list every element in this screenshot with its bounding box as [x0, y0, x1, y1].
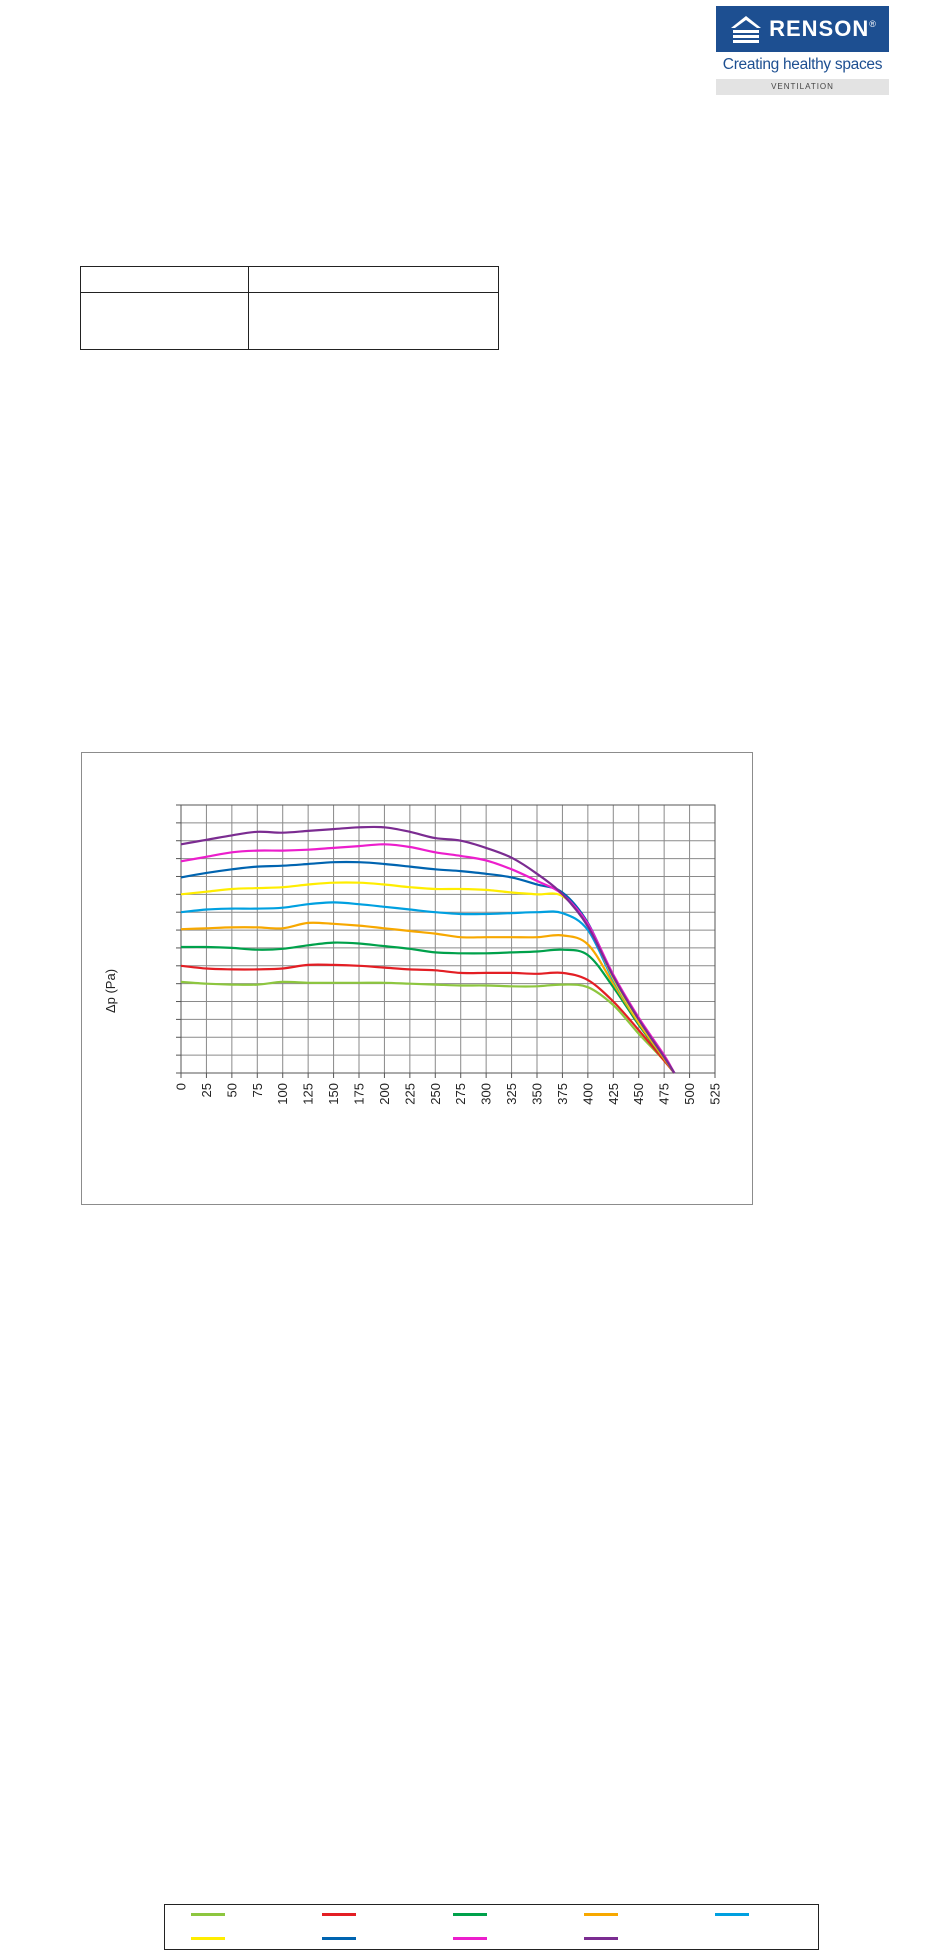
chart-series	[180, 825, 676, 1074]
series-line-8	[180, 843, 676, 1074]
x-tick-label: 500	[682, 1083, 697, 1105]
series-line-9	[180, 825, 676, 1074]
legend-item	[191, 1937, 225, 1940]
pressure-flow-chart: 0 25 50 75 100 125 150 175 200 225 250 275 300 325 350…	[103, 804, 723, 1105]
x-tick-label: 25	[199, 1083, 214, 1097]
series-line-4	[180, 921, 676, 1074]
x-tick-label: 475	[657, 1083, 672, 1105]
x-tick-label: 225	[402, 1083, 417, 1105]
legend-swatch	[584, 1937, 618, 1940]
x-tick-label: 200	[377, 1083, 392, 1105]
x-tick-label: 100	[275, 1083, 290, 1105]
chart-frame: 0 25 50 75 100 125 150 175 200 225 250 275 300 325 350…	[81, 752, 819, 1950]
x-tick-label: 525	[708, 1083, 723, 1105]
legend-item	[584, 1913, 618, 1916]
legend-swatch	[191, 1937, 225, 1940]
legend-item	[191, 1913, 225, 1916]
x-tick-label: 350	[530, 1083, 545, 1105]
legend-item	[715, 1913, 749, 1916]
plot-area-border	[180, 804, 716, 1074]
x-tick-label: 450	[631, 1083, 646, 1105]
legend-swatch	[453, 1913, 487, 1916]
table-cell	[248, 292, 499, 350]
house-icon	[731, 16, 762, 43]
legend-swatch	[322, 1913, 356, 1916]
x-tick-label: 150	[326, 1083, 341, 1105]
chart-grid	[176, 804, 716, 1078]
legend-item	[322, 1937, 356, 1940]
info-table	[80, 266, 499, 350]
legend-item	[453, 1913, 487, 1916]
renson-logo: RENSON ® Creating healthy spaces VENTILA…	[716, 6, 889, 95]
legend-item	[584, 1937, 618, 1940]
legend-item	[322, 1913, 356, 1916]
x-tick-label: 250	[428, 1083, 443, 1105]
x-tick-label: 175	[352, 1083, 367, 1105]
x-tick-label: 300	[479, 1083, 494, 1105]
chart-legend	[164, 1904, 819, 1950]
logo-wordmark: RENSON	[769, 16, 870, 41]
legend-swatch	[453, 1937, 487, 1940]
x-tick-labels: 0 25 50 75 100 125 150 175 200 225 250 275 300 325 350…	[174, 1083, 723, 1105]
logo-tagline: Creating healthy spaces	[722, 56, 883, 73]
table-cell	[248, 266, 499, 293]
logo-registered-mark: ®	[869, 19, 876, 29]
table-row	[80, 292, 499, 350]
x-tick-label: 425	[606, 1083, 621, 1105]
legend-swatch	[584, 1913, 618, 1916]
x-tick-label: 0	[174, 1083, 189, 1090]
x-tick-label: 50	[224, 1083, 239, 1097]
legend-swatch	[322, 1937, 356, 1940]
x-tick-label: 275	[453, 1083, 468, 1105]
x-tick-label: 325	[504, 1083, 519, 1105]
table-cell	[80, 266, 249, 293]
x-tick-label: 400	[580, 1083, 595, 1105]
logo-banner: RENSON ®	[716, 6, 889, 52]
table-cell	[80, 292, 249, 350]
x-tick-label: 75	[250, 1083, 265, 1097]
table-header-row	[80, 266, 499, 293]
legend-item	[453, 1937, 487, 1940]
legend-swatch	[191, 1913, 225, 1916]
series-line-2	[180, 963, 676, 1074]
y-axis-label: Δp (Pa)	[103, 969, 118, 1013]
legend-swatch	[715, 1913, 749, 1916]
x-tick-label: 375	[555, 1083, 570, 1105]
series-line-3	[180, 941, 676, 1074]
x-tick-label: 125	[301, 1083, 316, 1105]
logo-division-bar: VENTILATION	[716, 79, 889, 95]
series-line-1	[180, 980, 676, 1074]
